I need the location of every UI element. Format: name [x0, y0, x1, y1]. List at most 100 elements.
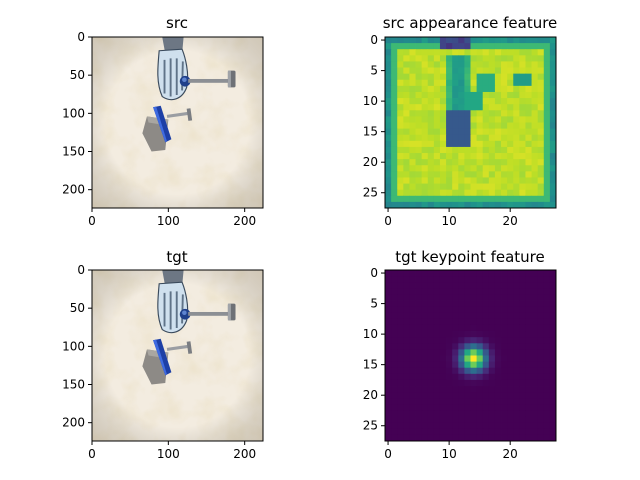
heatmap-cell [458, 159, 465, 166]
heatmap-cell [519, 140, 526, 148]
heatmap-cell [476, 355, 484, 363]
heatmap-cell [458, 282, 465, 289]
heatmap-cell [433, 159, 441, 166]
heatmap-cell [415, 153, 423, 160]
heatmap-cell [519, 165, 526, 172]
heatmap-cell [501, 331, 508, 338]
heatmap-cell [537, 91, 545, 99]
heatmap-cell [531, 416, 539, 424]
heatmap-cell [482, 98, 490, 105]
heatmap-cell [476, 300, 484, 308]
heatmap-cell [458, 306, 465, 314]
heatmap-cell [439, 434, 447, 442]
heatmap-cell [470, 337, 478, 344]
heatmap-cell [391, 343, 398, 350]
y-tick-label: 50 [70, 68, 85, 82]
heatmap-cell [446, 312, 453, 320]
heatmap-cell [525, 324, 532, 332]
heatmap-cell [421, 300, 429, 308]
heatmap-cell [476, 146, 484, 154]
heatmap-cell [543, 306, 551, 314]
heatmap-cell [421, 355, 429, 363]
heatmap-cell [476, 110, 484, 117]
heatmap-cell [525, 91, 532, 99]
heatmap-cell [537, 288, 545, 295]
heatmap-cell [464, 171, 471, 178]
heatmap-cell [409, 43, 416, 50]
heatmap-cell [494, 104, 502, 111]
heatmap-cell [452, 146, 459, 154]
heatmap-cell [507, 300, 514, 308]
heatmap-cell [458, 140, 465, 148]
heatmap-cell [439, 392, 447, 399]
heatmap-cell [433, 288, 441, 295]
heatmap-cell [415, 300, 423, 308]
heatmap-cell [433, 165, 441, 172]
heatmap-cell [427, 104, 435, 111]
heatmap-cell [403, 416, 410, 424]
heatmap-cell [531, 91, 539, 99]
heatmap-cell [397, 134, 404, 142]
heatmap-cell [513, 171, 520, 178]
heatmap-cell [391, 324, 398, 332]
heatmap-cell [494, 79, 502, 87]
heatmap-cell [470, 201, 478, 209]
heatmap-cell [513, 416, 520, 424]
heatmap-cell [464, 67, 471, 75]
heatmap-cell [415, 73, 423, 81]
heatmap-cell [513, 37, 520, 44]
heatmap-cell [427, 379, 435, 387]
heatmap-cell [391, 189, 398, 197]
heatmap-cell [537, 49, 545, 56]
heatmap-cell [488, 183, 496, 191]
heatmap-cell [439, 349, 447, 356]
heatmap-cell [433, 398, 441, 405]
heatmap-cell [519, 177, 526, 184]
heatmap-cell [482, 312, 490, 320]
y-tick-label: 0 [370, 266, 378, 280]
heatmap-cell [549, 367, 557, 375]
heatmap-cell [446, 355, 453, 363]
tgt-axes-frame [91, 269, 264, 442]
heatmap-cell [488, 159, 496, 166]
heatmap-cell [385, 91, 392, 99]
heatmap-cell [391, 153, 398, 160]
heatmap-cell [501, 153, 508, 160]
heatmap-cell [391, 85, 398, 93]
heatmap-cell [482, 373, 490, 381]
heatmap-cell [476, 392, 484, 399]
heatmap-cell [385, 337, 392, 344]
heatmap-cell [531, 55, 539, 62]
heatmap-cell [397, 434, 404, 442]
heatmap-cell [385, 398, 392, 405]
heatmap-cell [433, 361, 441, 369]
heatmap-cell [385, 43, 392, 50]
heatmap-cell [421, 367, 429, 375]
heatmap-cell [519, 312, 526, 320]
heatmap-cell [531, 312, 539, 320]
heatmap-cell [458, 349, 465, 356]
heatmap-cell [488, 67, 496, 75]
heatmap-cell [446, 331, 453, 338]
heatmap-cell [488, 398, 496, 405]
heatmap-cell [421, 276, 429, 283]
heatmap-cell [397, 392, 404, 399]
heatmap-cell [494, 355, 502, 363]
heatmap-cell [385, 428, 392, 436]
heatmap-cell [513, 134, 520, 142]
heatmap-cell [409, 140, 416, 148]
heatmap-cell [543, 91, 551, 99]
heatmap-cell [397, 270, 404, 277]
heatmap-cell [476, 422, 484, 430]
y-tick-label: 0 [77, 263, 85, 277]
heatmap-cell [525, 343, 532, 350]
heatmap-cell [494, 73, 502, 81]
y-tick-label: 10 [363, 327, 378, 341]
heatmap-cell [421, 312, 429, 320]
heatmap-cell [482, 416, 490, 424]
heatmap-cell [507, 282, 514, 289]
heatmap-cell [531, 43, 539, 50]
heatmap-cell [537, 300, 545, 308]
heatmap-cell [403, 128, 410, 136]
